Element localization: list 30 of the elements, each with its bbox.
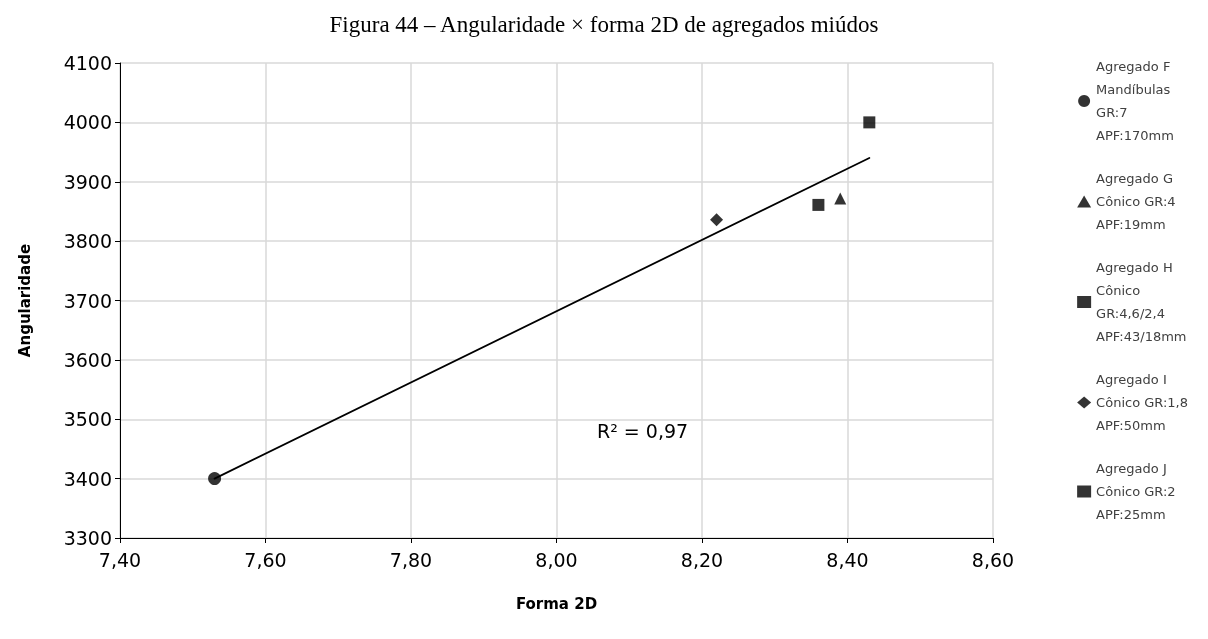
y-tick-label: 3600	[63, 348, 112, 371]
annotation: R² = 0,97	[597, 419, 689, 442]
point	[208, 472, 222, 486]
chart-title: Figura 44 – Angularidade × forma 2D de agregados miúdos	[329, 12, 879, 37]
y-axis-title: Angularidade	[15, 243, 34, 358]
x-axis-title: Forma 2D	[515, 594, 598, 613]
point	[812, 198, 825, 211]
y-tick-label: 3500	[63, 408, 112, 431]
legend-label: Agregado J Cônico GR:2 APF:25mm	[1096, 461, 1176, 522]
y-tick-label: 3900	[63, 170, 112, 193]
x-tick-label: 7,60	[244, 548, 287, 571]
x-tick-label: 8,00	[535, 548, 578, 571]
legend-label: Agregado H Cônico GR:4,6/2,4 APF:43/18mm	[1096, 260, 1187, 344]
y-tick-label: 4000	[63, 111, 112, 134]
x-tick-label: 7,40	[98, 548, 142, 571]
point	[834, 192, 847, 205]
y-tick-label: 3400	[63, 467, 112, 490]
y-tick-label: 3700	[63, 289, 112, 312]
point	[710, 213, 724, 227]
point	[863, 116, 876, 129]
legend-label: Agregado I Cônico GR:1,8 APF:50mm	[1096, 372, 1189, 433]
legend-label: Agregado G Cônico GR:4 APF:19mm	[1096, 171, 1176, 232]
x-tick-label: 8,40	[826, 548, 869, 571]
x-tick-label: 8,60	[971, 548, 1015, 571]
x-tick-label: 8,20	[680, 548, 724, 571]
y-tick-label: 3800	[63, 230, 112, 253]
legend-label: Agregado F Mandíbulas GR:7 APF:170mm	[1096, 59, 1174, 143]
y-tick-label: 4100	[63, 52, 112, 74]
y-tick-label: 3300	[63, 527, 112, 549]
x-tick-label: 7,80	[389, 548, 433, 571]
